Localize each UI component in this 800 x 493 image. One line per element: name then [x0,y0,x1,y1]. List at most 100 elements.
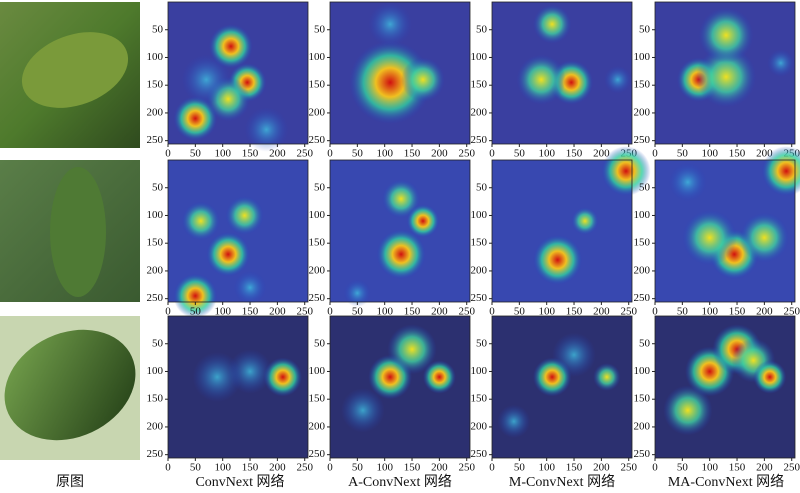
x-tick-label: 100 [538,306,555,318]
y-tick-label: 150 [471,237,488,249]
heat-blob [368,2,413,47]
heat-blob [739,212,789,263]
y-tick-label: 100 [309,209,326,221]
heat-blob [682,209,738,266]
y-tick-label: 200 [147,264,164,276]
y-tick-label: 100 [471,209,488,221]
caption: A-ConvNext 网络 [348,474,452,490]
y-tick-label: 50 [639,23,651,35]
x-tick-label: 200 [593,148,610,160]
y-tick-label: 200 [147,420,164,432]
y-tick-label: 150 [147,237,164,249]
heat-blob [761,146,800,197]
heat-blob [173,96,218,141]
x-tick-label: 50 [677,306,689,318]
x-tick-label: 100 [376,462,393,474]
caption: 原图 [56,475,84,490]
y-tick-label: 150 [309,393,326,405]
x-tick-label: 250 [783,306,800,318]
y-tick-label: 200 [471,420,488,432]
panel-frame [167,315,309,459]
heat-blob [387,324,437,375]
heat-blob [497,404,531,439]
x-tick-label: 0 [165,148,171,160]
y-tick-label: 250 [147,134,164,146]
y-tick-label: 100 [471,365,488,377]
x-tick-label: 100 [214,306,231,318]
x-tick-label: 150 [242,148,259,160]
heat-blob [552,332,596,378]
x-tick-label: 250 [783,462,800,474]
y-tick-label: 50 [314,23,326,35]
x-tick-label: 200 [593,306,610,318]
x-tick-label: 0 [489,462,495,474]
heat-blob [340,388,385,433]
y-tick-label: 250 [471,134,488,146]
heat-blob [698,7,754,64]
y-tick-label: 50 [152,181,164,193]
x-tick-label: 50 [190,148,202,160]
y-tick-label: 50 [314,181,326,193]
leaf [4,329,136,441]
x-tick-label: 0 [327,462,333,474]
x-tick-label: 150 [566,462,583,474]
y-tick-label: 50 [152,337,164,349]
heat-blob [209,24,253,69]
heat-blob [533,4,572,44]
y-tick-label: 100 [309,365,326,377]
y-tick-label: 150 [471,79,488,91]
panel-frame [491,159,633,303]
x-tick-label: 200 [756,462,773,474]
heat-blob [663,385,713,436]
x-tick-label: 150 [242,306,259,318]
y-tick-label: 150 [309,237,326,249]
x-tick-label: 50 [514,462,526,474]
panel-frame [329,1,471,145]
x-tick-label: 150 [566,148,583,160]
y-tick-label: 250 [471,448,488,460]
caption: M-ConvNext 网络 [509,474,615,490]
heat-blob [533,234,583,285]
x-tick-label: 150 [404,148,421,160]
heat-blob [206,232,251,277]
x-tick-label: 250 [458,306,475,318]
y-tick-label: 150 [634,79,651,91]
x-tick-label: 0 [652,148,658,160]
x-tick-label: 250 [458,148,475,160]
x-tick-label: 50 [352,306,364,318]
x-tick-label: 50 [677,148,689,160]
y-tick-label: 200 [634,420,651,432]
x-tick-label: 150 [404,306,421,318]
x-tick-label: 0 [327,306,333,318]
x-tick-label: 100 [538,462,555,474]
panel-frame [654,159,796,303]
y-tick-label: 200 [471,106,488,118]
x-tick-label: 50 [677,462,689,474]
y-tick-label: 100 [634,365,651,377]
y-tick-label: 250 [634,448,651,460]
y-tick-label: 250 [634,292,651,304]
x-tick-label: 200 [756,306,773,318]
y-tick-label: 150 [147,393,164,405]
x-tick-label: 250 [296,306,313,318]
x-tick-label: 50 [514,148,526,160]
y-tick-label: 50 [476,337,488,349]
y-tick-label: 150 [634,393,651,405]
y-tick-label: 50 [639,181,651,193]
heat-blob [244,107,289,152]
heat-blob [601,146,651,197]
y-tick-label: 50 [314,337,326,349]
x-tick-label: 0 [327,148,333,160]
heat-blob [192,352,242,402]
x-tick-label: 200 [431,462,448,474]
x-tick-label: 250 [458,462,475,474]
heat-blob [343,279,372,307]
leaf [50,167,106,297]
y-tick-label: 50 [476,23,488,35]
x-tick-label: 0 [489,148,495,160]
heat-blob [753,360,787,394]
heat-blob [422,360,456,394]
x-tick-label: 200 [269,148,286,160]
